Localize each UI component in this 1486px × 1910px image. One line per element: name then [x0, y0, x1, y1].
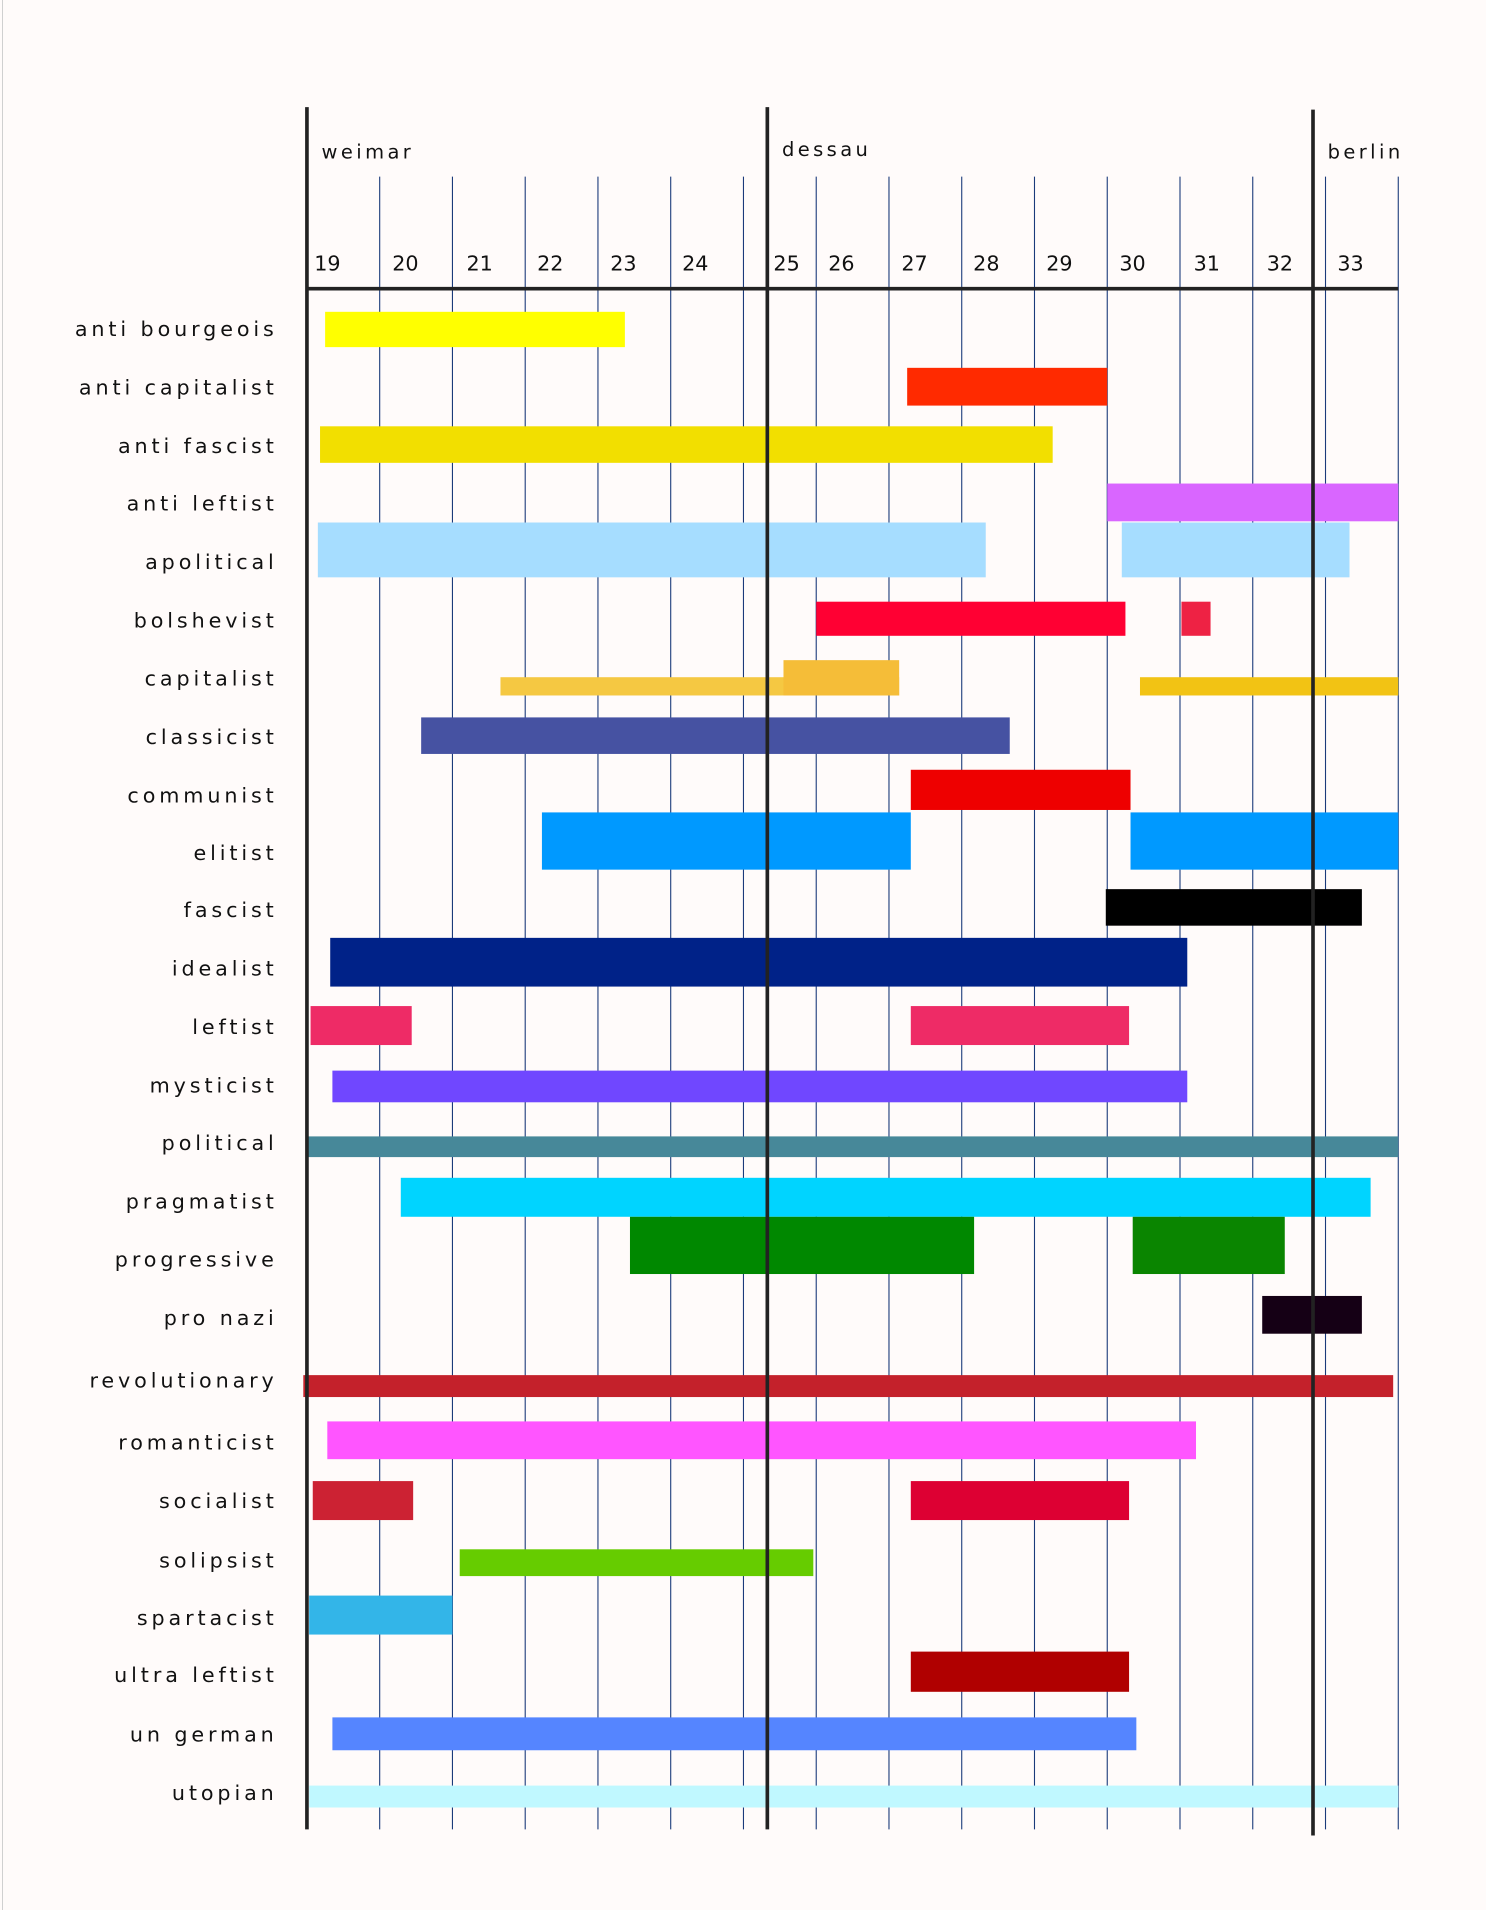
bar-progressive — [1132, 1216, 1285, 1275]
x-tick-label: 29 — [1046, 251, 1072, 275]
category-label: classicist — [146, 725, 278, 749]
bar-capitalist — [783, 660, 900, 696]
category-label: socialist — [159, 1489, 278, 1513]
x-tick-label: 21 — [466, 251, 492, 275]
category-label: idealist — [172, 957, 278, 981]
bar-revolutionary — [303, 1375, 1394, 1398]
bar-mysticist — [332, 1070, 1188, 1103]
x-tick-label: 19 — [314, 251, 340, 275]
bar-ultra-leftist — [910, 1651, 1130, 1692]
bar-classicist — [421, 717, 1010, 754]
category-label: progressive — [115, 1248, 278, 1272]
era-label: weimar — [322, 140, 415, 163]
category-label: anti capitalist — [79, 376, 278, 400]
category-label: communist — [127, 784, 277, 808]
category-label: spartacist — [137, 1606, 278, 1630]
bar-elitist — [1130, 812, 1399, 870]
bar-elitist — [541, 812, 911, 870]
x-tick-label: 33 — [1337, 251, 1363, 275]
category-label: anti leftist — [127, 491, 278, 515]
x-tick-label: 31 — [1194, 251, 1220, 275]
bar-progressive — [629, 1216, 975, 1275]
page-edge — [2, 0, 3, 1910]
bar-pragmatist — [400, 1177, 1371, 1217]
bar-communist — [910, 769, 1131, 810]
bar-apolitical — [317, 522, 986, 578]
category-label: elitist — [193, 841, 277, 865]
era-label: dessau — [782, 138, 871, 161]
bar-anti-capitalist — [907, 367, 1108, 406]
bar-fascist — [1105, 889, 1362, 926]
x-tick-label: 27 — [901, 251, 927, 275]
category-label: pragmatist — [126, 1189, 278, 1213]
bar-spartacist — [309, 1595, 453, 1635]
bar-socialist — [312, 1481, 414, 1521]
category-label: political — [162, 1131, 278, 1155]
category-label: fascist — [184, 898, 278, 922]
bar-utopian — [309, 1785, 1399, 1808]
x-tick-label: 24 — [682, 251, 708, 275]
category-label: capitalist — [145, 667, 278, 691]
category-label: revolutionary — [89, 1368, 277, 1392]
x-tick-label: 32 — [1267, 251, 1293, 275]
bar-idealist — [330, 937, 1188, 987]
category-label: apolitical — [145, 550, 278, 574]
x-tick-label: 25 — [773, 251, 799, 275]
bar-leftist — [310, 1006, 412, 1046]
category-label: ultra leftist — [114, 1663, 278, 1687]
category-label: un german — [130, 1723, 278, 1747]
bar-apolitical — [1121, 522, 1350, 578]
x-tick-label: 20 — [392, 251, 418, 275]
bar-bolshevist — [1181, 601, 1211, 636]
bar-capitalist — [1139, 677, 1399, 696]
x-tick-label: 26 — [828, 251, 854, 275]
bar-anti-fascist — [320, 426, 1053, 463]
category-label: romanticist — [118, 1430, 277, 1454]
x-tick-label: 28 — [973, 251, 999, 275]
bar-romanticist — [327, 1421, 1197, 1460]
x-tick-label: 30 — [1119, 251, 1145, 275]
category-label: pro nazi — [164, 1306, 278, 1330]
category-label: anti bourgeois — [75, 317, 278, 341]
bar-solipsist — [459, 1549, 814, 1577]
bar-un-german — [332, 1717, 1137, 1751]
bar-political — [308, 1136, 1399, 1158]
bar-bolshevist — [816, 601, 1126, 636]
x-tick-label: 23 — [610, 251, 636, 275]
category-label: bolshevist — [134, 608, 278, 632]
category-label: solipsist — [159, 1549, 278, 1573]
category-label: utopian — [172, 1781, 278, 1805]
category-label: leftist — [192, 1015, 277, 1039]
bar-anti-bourgeois — [325, 311, 625, 348]
category-label: anti fascist — [118, 434, 278, 458]
x-tick-label: 22 — [537, 251, 563, 275]
bar-anti-leftist — [1107, 483, 1399, 522]
bar-leftist — [910, 1006, 1130, 1046]
category-label: mysticist — [150, 1074, 278, 1098]
era-label: berlin — [1328, 140, 1404, 163]
bar-socialist — [910, 1481, 1130, 1521]
